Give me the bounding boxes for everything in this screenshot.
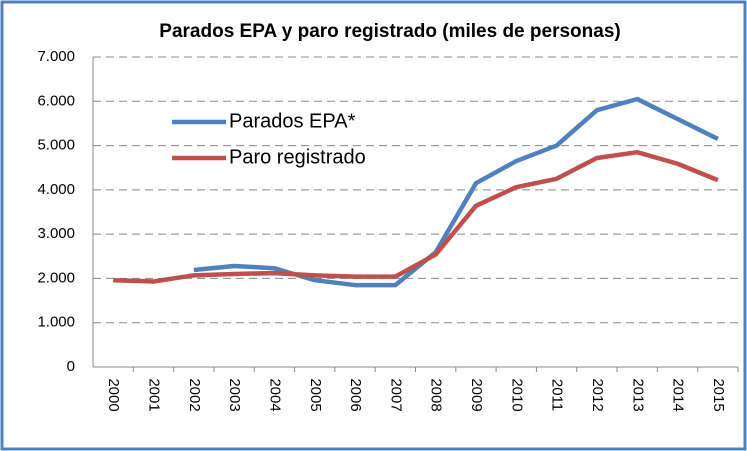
x-tick-label: 2012 <box>589 378 606 411</box>
x-tick-label: 2001 <box>146 378 163 411</box>
y-tick-label: 0 <box>67 358 75 375</box>
y-tick-label: 3.000 <box>37 225 75 242</box>
x-tick-label: 2000 <box>105 378 122 411</box>
x-tick-label: 2014 <box>670 378 687 411</box>
x-tick-label: 2006 <box>347 378 364 411</box>
x-tick-label: 2008 <box>428 378 445 411</box>
legend-label: Parados EPA* <box>229 110 356 132</box>
x-tick-label: 2015 <box>710 378 727 411</box>
x-tick-label: 2013 <box>629 378 646 411</box>
x-tick-label: 2005 <box>307 378 324 411</box>
y-tick-label: 5.000 <box>37 137 75 154</box>
x-tick-label: 2003 <box>226 378 243 411</box>
y-tick-label: 4.000 <box>37 181 75 198</box>
y-tick-label: 1.000 <box>37 314 75 331</box>
chart-title: Parados EPA y paro registrado (miles de … <box>159 21 620 42</box>
series-line <box>193 96 719 288</box>
x-tick-label: 2004 <box>266 378 283 411</box>
y-tick-label: 2.000 <box>37 269 75 286</box>
x-tick-label: 2007 <box>387 378 404 411</box>
y-tick-label: 7.000 <box>37 48 75 65</box>
y-tick-label: 6.000 <box>37 92 75 109</box>
legend-label: Paro registrado <box>229 146 366 168</box>
x-tick-label: 2010 <box>508 378 525 411</box>
x-tick-label: 2009 <box>468 378 485 411</box>
series-line <box>113 149 719 284</box>
x-tick-label: 2011 <box>549 379 566 411</box>
x-tick-label: 2002 <box>186 378 203 411</box>
